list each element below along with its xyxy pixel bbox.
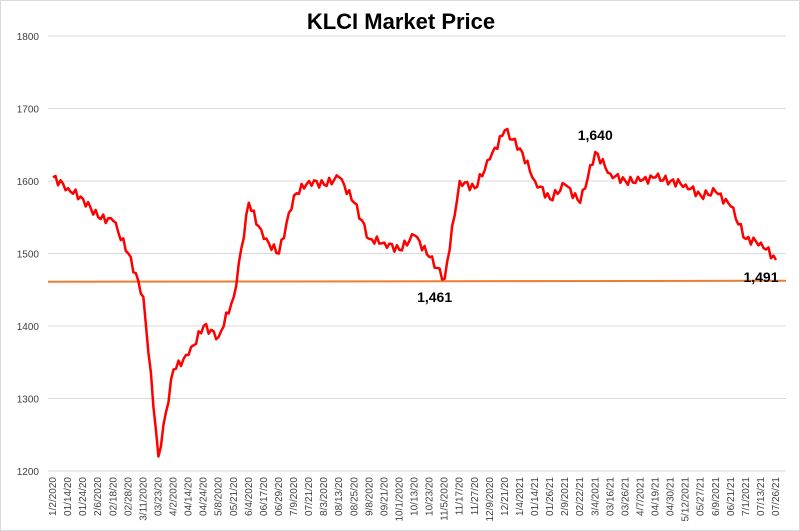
x-tick-label: 04/19/21 [651,477,662,516]
x-tick-label: 06/29/20 [274,477,285,516]
y-tick-label: 1300 [17,395,40,406]
x-tick-label: 01/14/21 [530,477,541,516]
x-tick-label: 01/24/20 [78,477,89,516]
y-tick-label: 1700 [17,105,40,116]
x-tick-label: 01/14/20 [63,477,74,516]
x-tick-label: 04/30/21 [666,477,677,516]
x-tick-label: 5/8/2020 [214,477,225,516]
x-tick-label: 6/4/2020 [244,477,255,516]
x-tick-label: 07/13/21 [756,477,767,516]
x-tick-label: 12/21/20 [500,477,511,516]
x-tick-label: 4/2/2020 [169,477,180,516]
x-tick-label: 10/13/20 [410,477,421,516]
reference-line [47,279,787,283]
x-tick-label: 3/4/2021 [590,477,601,516]
data-label: 1,640 [578,127,613,143]
x-tick-label: 04/14/20 [184,477,195,516]
x-tick-label: 1/2/2020 [48,477,59,516]
x-tick-label: 03/26/21 [620,477,631,516]
x-tick-label: 03/16/21 [605,477,616,516]
x-tick-label: 07/26/21 [771,477,782,516]
x-tick-label: 06/21/21 [726,477,737,516]
x-tick-label: 08/13/20 [334,477,345,516]
x-tick-label: 04/24/20 [199,477,210,516]
x-tick-label: 7/9/2020 [289,477,300,516]
x-tick-label: 02/28/20 [123,477,134,516]
chart-title: KLCI Market Price [307,9,495,34]
x-tick-label: 01/26/21 [545,477,556,516]
data-label: 1,491 [743,269,778,285]
x-tick-label: 12/9/2020 [485,477,496,522]
x-tick-label: 11/27/20 [470,477,481,516]
x-tick-label: 10/23/20 [425,477,436,516]
y-tick-label: 1500 [17,250,40,261]
x-tick-label: 09/21/20 [379,477,390,516]
x-tick-label: 9/8/2020 [364,477,375,516]
x-tick-label: 5/12/2021 [681,477,692,522]
x-tick-label: 03/23/20 [153,477,164,516]
x-tick-label: 11/5/2020 [440,477,451,521]
x-tick-label: 07/21/20 [304,477,315,516]
y-tick-label: 1400 [17,322,40,333]
x-tick-label: 2/9/2021 [560,477,571,516]
x-tick-label: 05/21/20 [229,477,240,516]
x-tick-label: 05/27/21 [696,477,707,516]
klci-price-line [52,127,778,458]
x-tick-label: 8/3/2020 [319,477,330,516]
x-tick-label: 11/17/20 [455,477,466,516]
data-label: 1,461 [417,289,452,305]
x-tick-label: 10/1/2020 [394,477,405,522]
x-tick-label: 7/1/2021 [741,477,752,516]
x-tick-label: 1/4/2021 [515,477,526,516]
x-tick-label: 4/7/2021 [635,477,646,516]
y-tick-label: 1600 [17,177,40,188]
x-tick-label: 2/6/2020 [93,477,104,516]
x-tick-label: 06/17/20 [259,477,270,516]
x-tick-label: 6/9/2021 [711,477,722,516]
y-tick-label: 1800 [17,32,40,43]
x-tick-label: 08/25/20 [349,477,360,516]
x-tick-label: 02/18/20 [108,477,119,516]
x-tick-label: 3/11/2020 [138,477,149,521]
y-tick-label: 1200 [17,467,40,478]
x-tick-label: 02/22/21 [575,477,586,516]
